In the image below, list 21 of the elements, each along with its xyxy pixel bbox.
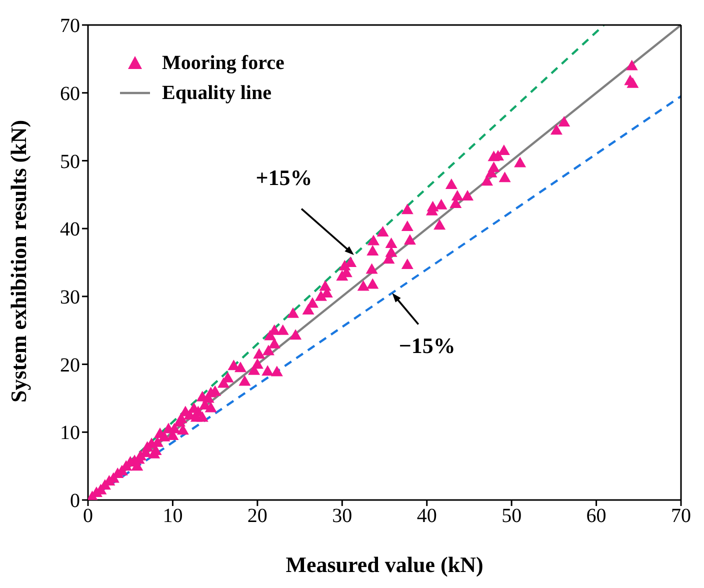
y-tick-label: 50: [60, 150, 80, 173]
annotation: −15%: [398, 333, 456, 358]
x-tick-label: 30: [332, 505, 352, 528]
y-tick-label: 30: [60, 286, 80, 309]
y-tick-label: 60: [60, 82, 80, 105]
x-tick-label: 70: [671, 505, 691, 528]
x-tick-label: 60: [586, 505, 606, 528]
legend-label: Equality line: [162, 81, 272, 106]
y-axis-title: System exhibition results (kN): [6, 120, 31, 402]
y-tick-label: 20: [60, 354, 80, 376]
y-tick-label: 0: [70, 490, 80, 512]
x-tick-label: 40: [416, 505, 437, 528]
y-tick-label: 40: [60, 218, 80, 241]
x-tick-label: 50: [502, 505, 522, 528]
x-axis-title: Measured value (kN): [286, 552, 484, 577]
y-tick-label: 10: [60, 422, 80, 444]
x-tick-label: 10: [162, 505, 183, 528]
y-tick-label: 70: [60, 15, 80, 38]
legend-label: Mooring force: [162, 51, 284, 76]
x-tick-label: 20: [247, 505, 268, 528]
annotation: +15%: [256, 165, 312, 190]
